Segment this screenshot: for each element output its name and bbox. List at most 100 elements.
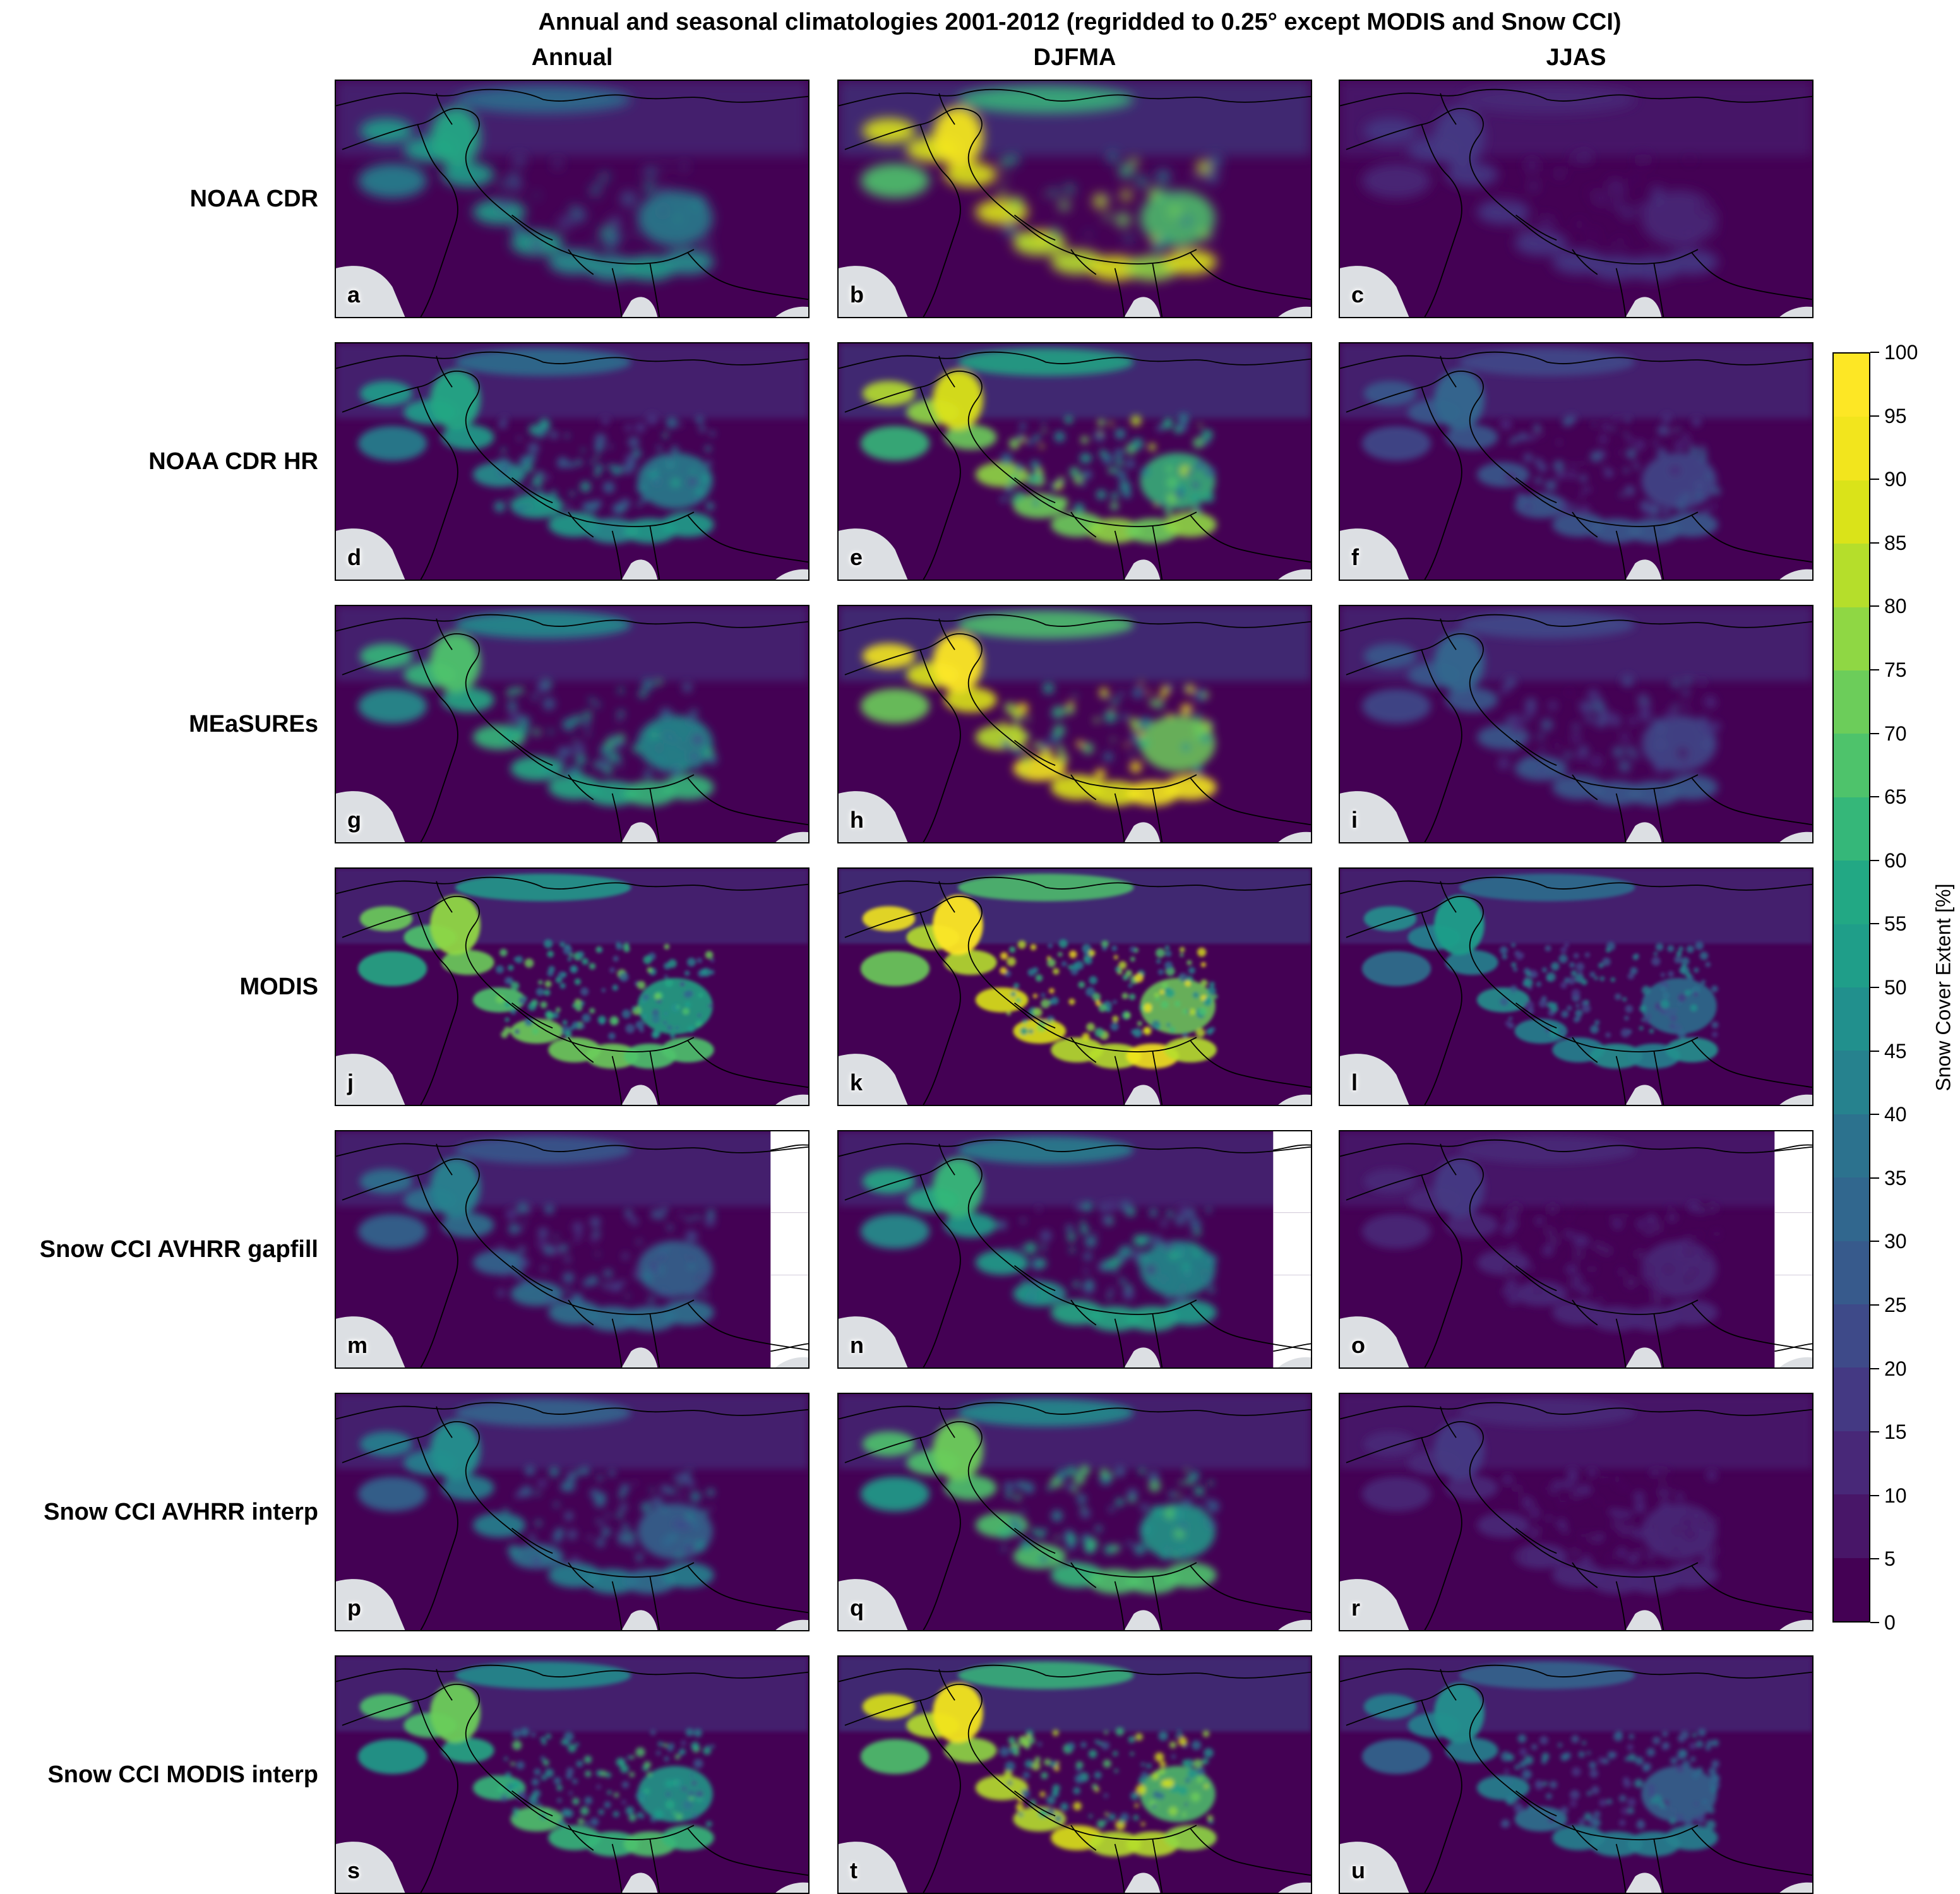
- colorbar-segment: [1834, 797, 1869, 861]
- panel-letter: j: [347, 1069, 354, 1095]
- column-title-annual: Annual: [531, 44, 613, 71]
- map-panel-b: b: [837, 80, 1312, 318]
- snow-cover-map: [336, 1657, 808, 1893]
- snow-cover-map: [839, 606, 1311, 842]
- map-panel-h: h: [837, 605, 1312, 843]
- map-panel-i: i: [1339, 605, 1814, 843]
- row-label: Snow CCI AVHRR interp: [44, 1499, 318, 1525]
- colorbar-segment: [1834, 607, 1869, 670]
- colorbar-segment: [1834, 1114, 1869, 1178]
- colorbar-tick-label: 95: [1884, 404, 1907, 427]
- colorbar-tick-label: 55: [1884, 912, 1907, 936]
- snow-cover-map: [1340, 1131, 1812, 1367]
- snow-cover-map: [1340, 343, 1812, 580]
- row-label: NOAA CDR: [189, 186, 318, 212]
- colorbar-tick-label: 60: [1884, 849, 1907, 872]
- snow-cover-map: [839, 81, 1311, 317]
- colorbar-tick-label: 50: [1884, 976, 1907, 999]
- map-panel-j: j: [335, 867, 810, 1106]
- map-panel-u: u: [1339, 1655, 1814, 1894]
- map-panel-o: o: [1339, 1130, 1814, 1369]
- colorbar-tick: [1870, 1367, 1879, 1369]
- colorbar-segment: [1834, 924, 1869, 987]
- colorbar-tick: [1870, 987, 1879, 988]
- figure-title: Annual and seasonal climatologies 2001-2…: [538, 9, 1622, 35]
- map-panel-e: e: [837, 342, 1312, 581]
- panel-letter: u: [1351, 1857, 1365, 1883]
- snow-cover-map: [1340, 606, 1812, 842]
- panel-letter: e: [850, 544, 863, 570]
- colorbar-tick: [1870, 352, 1879, 353]
- colorbar-segment: [1834, 416, 1869, 480]
- column-title-jjas: JJAS: [1546, 44, 1606, 71]
- colorbar-tick-label: 45: [1884, 1039, 1907, 1063]
- panel-letter: s: [347, 1857, 361, 1883]
- colorbar-segment: [1834, 670, 1869, 734]
- snow-cover-map: [1340, 1394, 1812, 1630]
- panel-letter: l: [1351, 1069, 1358, 1095]
- colorbar-tick-label: 80: [1884, 595, 1907, 618]
- colorbar-tick: [1870, 796, 1879, 798]
- colorbar-tick-label: 100: [1884, 341, 1918, 364]
- colorbar-tick-label: 25: [1884, 1294, 1907, 1316]
- map-panel-d: d: [335, 342, 810, 581]
- colorbar-label: Snow Cover Extent [%]: [1932, 883, 1955, 1092]
- colorbar-tick: [1870, 479, 1879, 480]
- map-panel-s: s: [335, 1655, 810, 1894]
- panel-letter: a: [347, 282, 361, 307]
- colorbar-segment: [1834, 480, 1869, 544]
- colorbar-tick-label: 65: [1884, 785, 1907, 809]
- colorbar-tick: [1870, 1050, 1879, 1052]
- colorbar-tick-label: 20: [1884, 1357, 1907, 1380]
- colorbar-segment: [1834, 1367, 1869, 1431]
- colorbar-segment: [1834, 860, 1869, 924]
- panel-letter: t: [850, 1857, 858, 1883]
- map-panel-k: k: [837, 867, 1312, 1106]
- colorbar-tick: [1870, 542, 1879, 544]
- snow-cover-map: [336, 606, 808, 842]
- panel-letter: q: [850, 1595, 864, 1621]
- panel-letter: n: [850, 1332, 864, 1358]
- colorbar-segment: [1834, 543, 1869, 607]
- snow-cover-map: [839, 1394, 1311, 1630]
- panel-letter: f: [1351, 544, 1359, 570]
- snow-cover-map: [1340, 1657, 1812, 1893]
- colorbar-tick: [1870, 1304, 1879, 1306]
- snow-cover-map: [839, 1657, 1311, 1893]
- snow-cover-map: [336, 81, 808, 317]
- colorbar-tick-label: 5: [1884, 1547, 1896, 1571]
- colorbar-tick-label: 30: [1884, 1230, 1907, 1253]
- colorbar-tick: [1870, 923, 1879, 925]
- map-panel-f: f: [1339, 342, 1814, 581]
- panel-letter: o: [1351, 1332, 1365, 1358]
- row-label: MEaSUREs: [189, 711, 318, 737]
- map-panel-n: n: [837, 1130, 1312, 1369]
- panel-letter: r: [1351, 1595, 1361, 1621]
- snow-cover-map: [839, 1131, 1311, 1367]
- snow-cover-map: [336, 869, 808, 1105]
- colorbar-segment: [1834, 733, 1869, 797]
- colorbar-tick-label: 85: [1884, 531, 1907, 554]
- colorbar-segment: [1834, 1431, 1869, 1495]
- map-panel-l: l: [1339, 867, 1814, 1106]
- colorbar-segment: [1834, 353, 1869, 417]
- map-panel-c: c: [1339, 80, 1814, 318]
- colorbar-tick-label: 40: [1884, 1103, 1907, 1126]
- snow-cover-map: [839, 343, 1311, 580]
- colorbar-tick-label: 35: [1884, 1166, 1907, 1189]
- colorbar-tick-label: 75: [1884, 658, 1907, 681]
- snow-cover-map: [1340, 869, 1812, 1105]
- colorbar-tick-label: 0: [1884, 1611, 1896, 1634]
- row-label: MODIS: [239, 974, 318, 1000]
- panel-letter: d: [347, 544, 361, 570]
- snow-cover-map: [839, 869, 1311, 1105]
- map-panel-p: p: [335, 1393, 810, 1631]
- panel-letter: p: [347, 1595, 361, 1621]
- colorbar-tick-label: 10: [1884, 1484, 1907, 1507]
- panel-letter: c: [1351, 282, 1365, 307]
- row-label: NOAA CDR HR: [148, 448, 318, 475]
- snow-cover-map: [336, 343, 808, 580]
- colorbar-tick-label: 15: [1884, 1420, 1907, 1444]
- colorbar-tick: [1870, 1241, 1879, 1242]
- colorbar-tick: [1870, 732, 1879, 734]
